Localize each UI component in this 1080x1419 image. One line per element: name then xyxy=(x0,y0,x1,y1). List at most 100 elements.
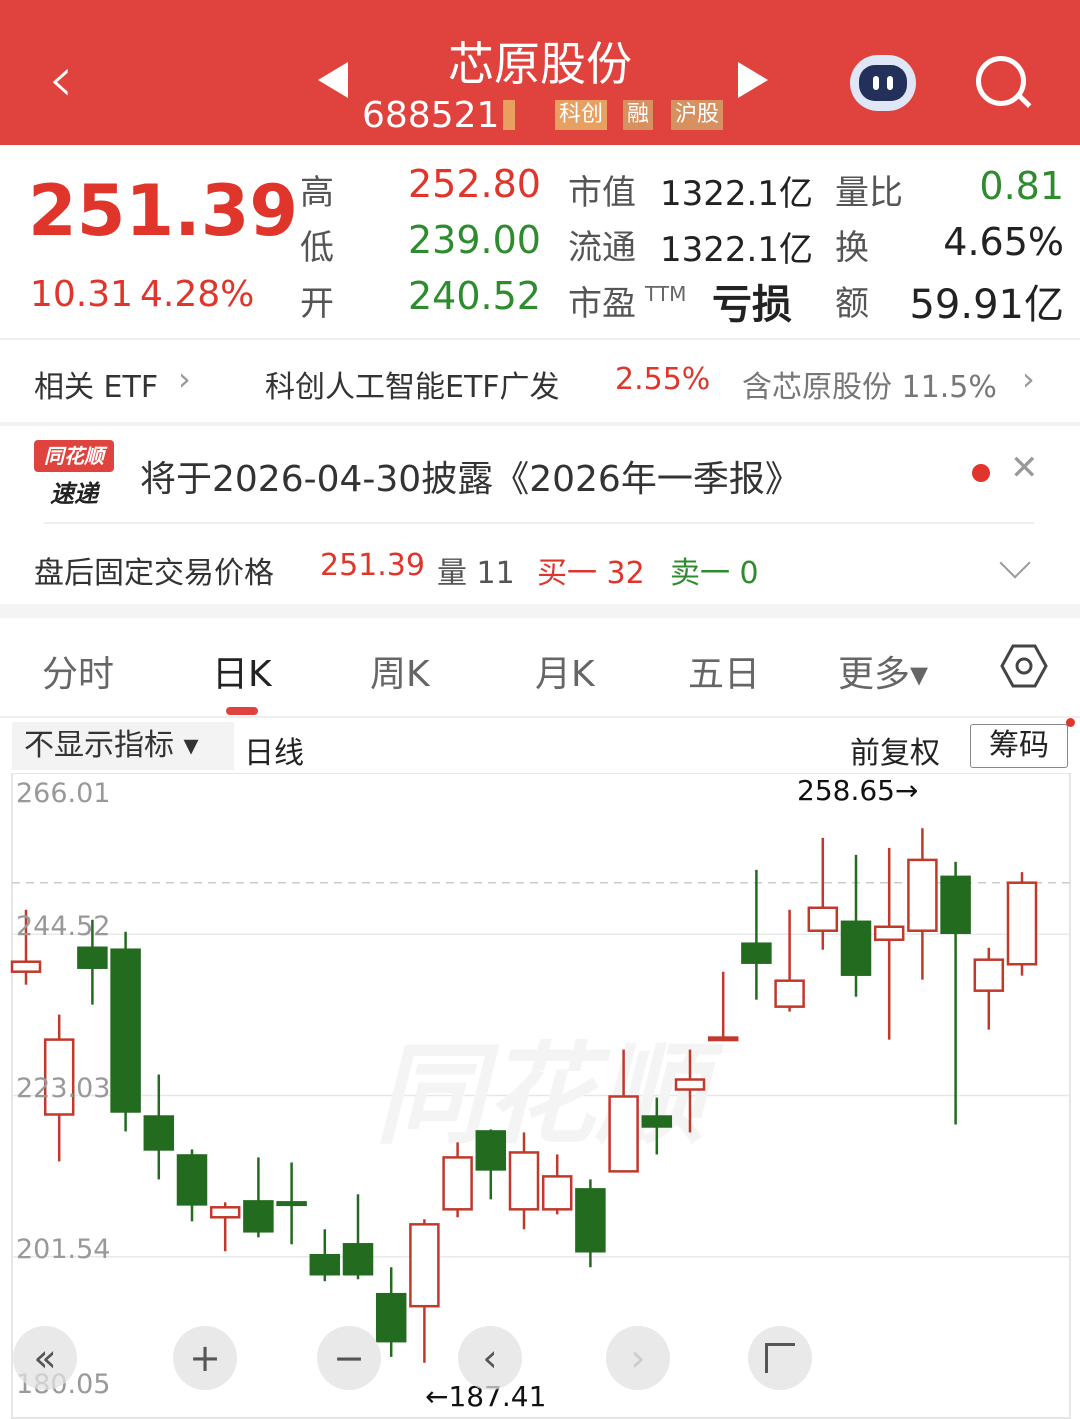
after-hours-bid: 买一 32 xyxy=(537,556,645,591)
stat-turnover: 4.65% xyxy=(943,220,1064,264)
after-hours-price: 251.39 xyxy=(320,548,425,583)
after-hours-ask: 卖一 0 xyxy=(670,556,759,591)
zoom-in-button[interactable]: + xyxy=(173,1326,237,1390)
related-etf-row[interactable]: 相关 ETF › 科创人工智能ETF广发 2.55% 含芯原股份 11.5% › xyxy=(0,340,1080,422)
candle-body xyxy=(309,1253,341,1276)
chevron-down-icon[interactable] xyxy=(999,547,1031,579)
unread-dot xyxy=(972,464,990,482)
tab-monthly-k[interactable]: 月K xyxy=(535,654,595,695)
stock-title: 芯原股份 xyxy=(448,37,632,91)
stat-label-float: 流通 xyxy=(568,228,636,268)
candle-body xyxy=(641,1115,673,1128)
candle-body xyxy=(243,1200,274,1233)
stat-float: 1322.1亿 xyxy=(660,230,813,270)
stat-label-vol-ratio: 量比 xyxy=(835,173,903,213)
divider xyxy=(0,716,1080,718)
notification-dot xyxy=(1066,718,1075,727)
jump-start-button[interactable]: « xyxy=(13,1326,77,1390)
active-tab-indicator xyxy=(226,707,258,715)
candle-body xyxy=(940,875,971,934)
chevron-right-icon: › xyxy=(1022,360,1035,398)
prev-triangle-icon[interactable] xyxy=(318,62,348,98)
chevron-right-icon: › xyxy=(178,360,191,398)
adjust-forward-button[interactable]: 前复权 xyxy=(850,736,940,771)
stat-low: 239.00 xyxy=(408,218,541,262)
y-tick-label: 244.52 xyxy=(16,911,111,942)
close-icon[interactable]: ✕ xyxy=(1010,448,1039,488)
tab-daily-k[interactable]: 日K xyxy=(212,654,272,695)
scroll-right-button[interactable]: › xyxy=(606,1326,670,1390)
candle-body xyxy=(342,1243,374,1276)
tonghuashun-express-logo: 同花顺 速递 xyxy=(34,440,114,509)
zoom-out-button[interactable]: − xyxy=(317,1326,381,1390)
fullscreen-button[interactable] xyxy=(748,1326,812,1390)
chips-button[interactable]: 筹码 xyxy=(970,724,1068,768)
price-change-pct: 4.28% xyxy=(140,274,255,315)
candle-body xyxy=(575,1188,606,1253)
stat-high: 252.80 xyxy=(408,162,541,206)
candle-body xyxy=(110,948,141,1113)
indicator-dropdown[interactable]: 不显示指标 ▾ xyxy=(12,722,234,770)
fullscreen-icon xyxy=(765,1343,795,1373)
stat-label-turnover: 换 xyxy=(835,228,869,268)
candle-body xyxy=(840,920,872,976)
candle-body xyxy=(541,1175,573,1211)
etf-pct: 2.55% xyxy=(615,362,711,397)
settings-hexagon-icon[interactable] xyxy=(1000,642,1048,690)
candle-body xyxy=(442,1156,473,1211)
tab-weekly-k[interactable]: 周K xyxy=(370,654,430,695)
search-icon-handle xyxy=(1016,93,1032,108)
robot-assistant-icon[interactable] xyxy=(850,55,916,111)
max-price-label: 258.65→ xyxy=(797,774,919,807)
stat-amount: 59.91亿 xyxy=(909,282,1064,328)
stat-label-high: 高 xyxy=(300,173,334,213)
stat-label-mktcap: 市值 xyxy=(568,173,636,213)
watermark-logo: 同花顺 xyxy=(375,1031,725,1159)
candle-body xyxy=(475,1130,507,1171)
after-hours-label: 盘后固定交易价格 xyxy=(34,556,274,591)
search-icon[interactable] xyxy=(976,56,1026,106)
candle-body xyxy=(973,958,1005,992)
candle-body xyxy=(674,1078,706,1091)
period-label: 日线 xyxy=(244,736,304,771)
tag-shanghai-connect: 沪股 xyxy=(671,100,724,130)
candle-body xyxy=(375,1292,407,1343)
candle-body xyxy=(907,858,938,932)
divider xyxy=(44,522,1034,524)
header-bar: ‹ 芯原股份 688521 科创 融 沪股 xyxy=(0,0,1080,145)
stat-label-amount: 额 xyxy=(835,284,869,324)
y-tick-label: 266.01 xyxy=(16,778,111,809)
tab-five-day[interactable]: 五日 xyxy=(688,654,761,695)
stat-open: 240.52 xyxy=(408,274,541,318)
related-etf-label: 相关 ETF xyxy=(34,370,159,405)
tab-more[interactable]: 更多▾ xyxy=(838,654,929,695)
candle-body xyxy=(77,946,108,969)
candle-body xyxy=(707,1036,739,1042)
stat-label-low: 低 xyxy=(300,228,334,268)
candle-body xyxy=(143,1115,175,1151)
etf-name: 科创人工智能ETF广发 xyxy=(265,370,560,405)
stat-pe: 亏损 xyxy=(712,282,792,328)
back-chevron-icon[interactable]: ‹ xyxy=(48,43,74,117)
notice-row[interactable]: 同花顺 速递 将于2026-04-30披露《2026年一季报》 ✕ xyxy=(0,426,1080,522)
y-tick-label: 201.54 xyxy=(16,1234,111,1265)
candle-body xyxy=(774,979,805,1008)
tab-intraday[interactable]: 分时 xyxy=(42,654,115,695)
candle-body xyxy=(209,1206,241,1219)
candle-body xyxy=(176,1154,208,1206)
after-hours-row[interactable]: 盘后固定交易价格 251.39 量 11 买一 32 卖一 0 xyxy=(0,524,1080,604)
scroll-left-button[interactable]: ‹ xyxy=(458,1326,522,1390)
stat-vol-ratio: 0.81 xyxy=(979,164,1064,208)
candle-body xyxy=(276,1201,307,1207)
candle-body xyxy=(508,1151,540,1211)
candle-body xyxy=(608,1095,639,1173)
divider xyxy=(0,422,1080,426)
candle-body xyxy=(807,906,839,932)
candle-body xyxy=(1006,881,1038,966)
last-price: 251.39 xyxy=(28,170,299,252)
candle-body xyxy=(43,1038,75,1116)
code-cursor xyxy=(503,100,515,130)
next-triangle-icon[interactable] xyxy=(738,62,768,98)
candlestick-chart[interactable]: 同花顺 xyxy=(0,773,1080,1419)
candle-body xyxy=(873,925,905,941)
